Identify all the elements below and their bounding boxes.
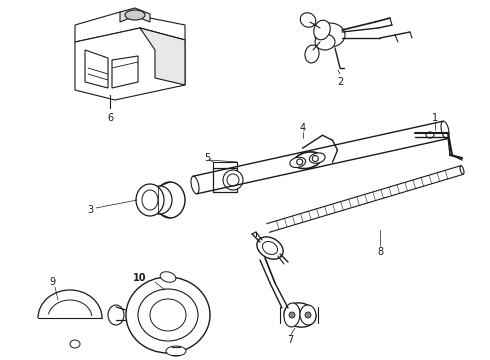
Ellipse shape <box>160 272 176 282</box>
Text: 9: 9 <box>49 277 55 287</box>
Text: 1: 1 <box>432 113 438 123</box>
Text: 10: 10 <box>133 273 147 283</box>
Text: 8: 8 <box>377 247 383 257</box>
Ellipse shape <box>294 152 321 168</box>
Ellipse shape <box>136 184 164 216</box>
Ellipse shape <box>125 10 145 20</box>
Ellipse shape <box>315 34 335 50</box>
Polygon shape <box>112 56 138 88</box>
Ellipse shape <box>142 190 158 210</box>
Ellipse shape <box>309 153 325 163</box>
Ellipse shape <box>191 176 199 194</box>
Ellipse shape <box>284 303 316 327</box>
Ellipse shape <box>314 20 330 40</box>
Ellipse shape <box>126 277 210 353</box>
Ellipse shape <box>441 121 449 139</box>
Ellipse shape <box>170 347 182 355</box>
Ellipse shape <box>290 157 306 167</box>
Text: 2: 2 <box>337 77 343 87</box>
Polygon shape <box>85 50 108 88</box>
Ellipse shape <box>223 170 243 190</box>
Text: 5: 5 <box>204 153 210 163</box>
Ellipse shape <box>315 23 345 47</box>
Text: 4: 4 <box>299 123 306 133</box>
Ellipse shape <box>150 299 186 331</box>
Ellipse shape <box>284 303 300 327</box>
Ellipse shape <box>312 156 318 162</box>
Ellipse shape <box>460 166 464 174</box>
Bar <box>213 168 237 192</box>
Ellipse shape <box>426 132 434 138</box>
Ellipse shape <box>305 45 319 63</box>
Ellipse shape <box>263 242 277 255</box>
Polygon shape <box>75 12 185 42</box>
Ellipse shape <box>300 305 316 325</box>
Ellipse shape <box>227 174 239 186</box>
Polygon shape <box>140 28 185 85</box>
Ellipse shape <box>305 312 311 318</box>
Polygon shape <box>120 8 150 22</box>
Ellipse shape <box>108 305 124 325</box>
Ellipse shape <box>155 182 185 218</box>
Ellipse shape <box>257 237 283 259</box>
Polygon shape <box>75 28 185 100</box>
Ellipse shape <box>296 159 303 165</box>
Ellipse shape <box>70 340 80 348</box>
Ellipse shape <box>148 186 172 214</box>
Text: 3: 3 <box>87 205 93 215</box>
Text: 6: 6 <box>107 113 113 123</box>
Ellipse shape <box>166 346 186 356</box>
Ellipse shape <box>300 13 316 27</box>
Ellipse shape <box>138 289 198 341</box>
Text: 7: 7 <box>287 335 293 345</box>
Ellipse shape <box>289 312 295 318</box>
